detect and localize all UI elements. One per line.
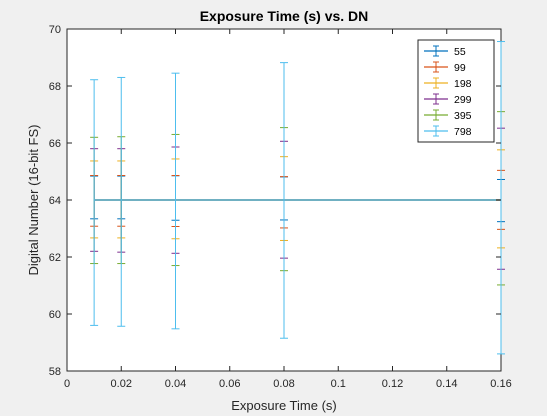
x-tick-label: 0.16 (490, 378, 511, 390)
series-layer (90, 41, 505, 355)
chart-title: Exposure Time (s) vs. DN (200, 8, 369, 24)
legend-label: 299 (454, 94, 472, 106)
y-tick-label: 64 (49, 195, 61, 207)
legend: 55 99 198 299 395 798 (417, 39, 495, 143)
legend-entry: 299 (424, 93, 472, 106)
y-tick-label: 70 (49, 24, 61, 36)
x-tick-label: 0.14 (436, 378, 457, 390)
legend-entry: 198 (424, 77, 472, 90)
x-tick-label: 0.02 (111, 378, 132, 390)
legend-label: 395 (454, 110, 472, 122)
legend-label: 798 (454, 126, 472, 138)
y-axis-label: Digital Number (16-bit FS) (26, 125, 41, 276)
legend-label: 198 (454, 78, 472, 90)
x-axis-label: Exposure Time (s) (231, 398, 336, 413)
legend-label: 99 (454, 62, 466, 74)
x-tick-label: 0.12 (382, 378, 403, 390)
legend-entry: 395 (424, 109, 472, 122)
legend-box (417, 39, 495, 143)
series-798 (90, 41, 505, 355)
x-tick-label: 0.06 (219, 378, 240, 390)
x-tick-label: 0.04 (165, 378, 186, 390)
x-tick-label: 0.1 (331, 378, 346, 390)
x-tick-label: 0.08 (273, 378, 294, 390)
x-tick-label: 0 (64, 378, 70, 390)
y-tick-label: 62 (49, 252, 61, 264)
legend-label: 55 (454, 46, 466, 58)
y-tick-label: 68 (49, 81, 61, 93)
y-tick-label: 66 (49, 138, 61, 150)
axes-layer: 0 0.02 0.04 0.06 0.08 0.1 0.12 0.14 0.16 58 60 62 64… (49, 24, 512, 390)
legend-entry: 99 (424, 61, 466, 74)
legend-entry: 798 (424, 125, 472, 138)
legend-entry: 55 (424, 45, 466, 58)
y-tick-label: 60 (49, 309, 61, 321)
y-tick-label: 58 (49, 366, 61, 378)
